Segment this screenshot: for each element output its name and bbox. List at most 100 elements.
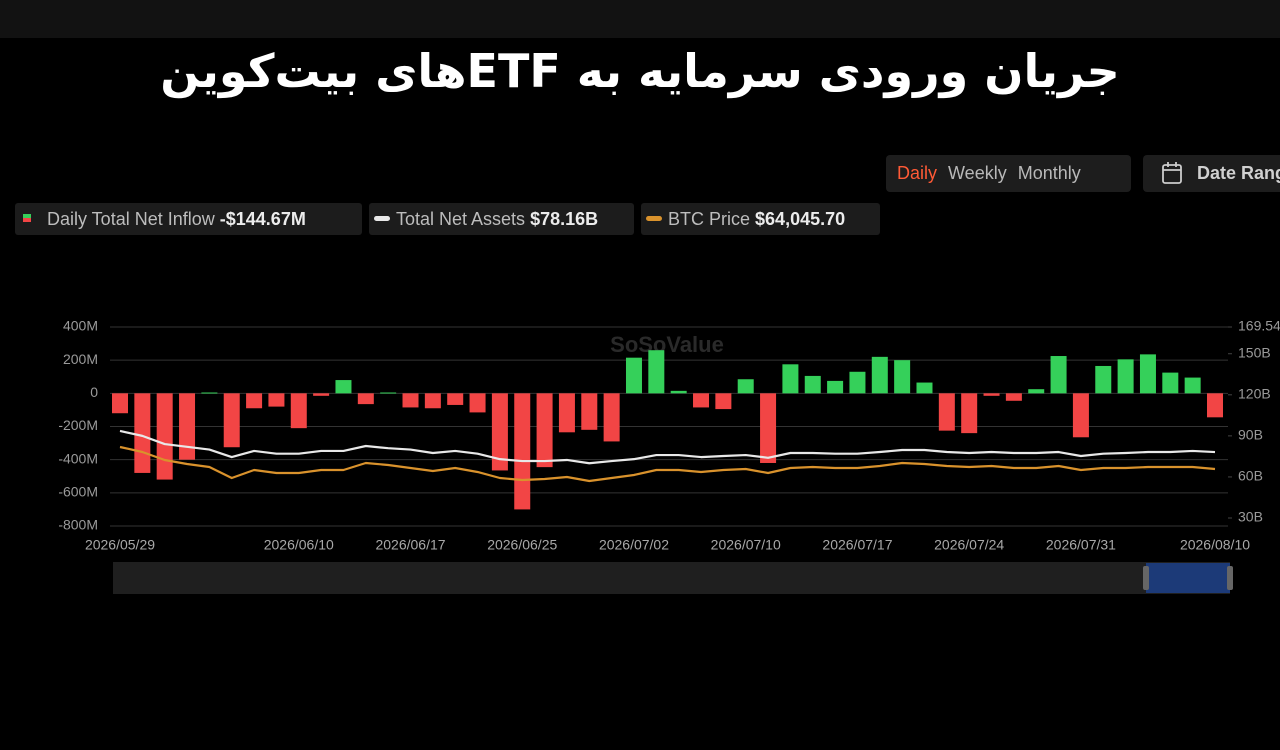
- x-tick-label: 2026/06/10: [264, 537, 334, 553]
- period-button[interactable]: Daily: [897, 163, 938, 183]
- bar: [491, 393, 508, 471]
- navigator-handle[interactable]: [1227, 566, 1233, 590]
- bar: [715, 393, 732, 410]
- bar: [447, 393, 464, 405]
- calendar-icon: [1162, 162, 1182, 184]
- bar: [1184, 377, 1201, 394]
- legend-value: $64,045.70: [755, 209, 846, 229]
- legend-name: Total Net Assets: [396, 209, 526, 229]
- x-tick-label: 2026/07/31: [1046, 537, 1116, 553]
- legend-item[interactable]: Total Net Assets $78.16B: [369, 203, 634, 235]
- bar: [625, 357, 642, 394]
- y-tick-label: 0: [90, 384, 98, 400]
- period-switch: Daily Weekly Monthly: [886, 155, 1131, 192]
- y2-tick-label: 120B: [1238, 386, 1271, 402]
- x-tick-label: 2026/07/24: [934, 537, 1004, 553]
- bar: [1139, 354, 1156, 394]
- legend-name: BTC Price: [668, 209, 751, 229]
- bar: [290, 393, 307, 429]
- page-title: جریان ورودی سرمایه به ETFهای بیت‌کوین: [160, 44, 1120, 98]
- navigator[interactable]: [113, 562, 1230, 594]
- navigator-handle[interactable]: [1143, 566, 1149, 590]
- period-button[interactable]: Weekly: [948, 163, 1007, 183]
- x-tick-label: 2026/08/10: [1180, 537, 1250, 553]
- date-range-label: Date Range: [1197, 163, 1280, 183]
- bar: [514, 393, 531, 510]
- bar: [1028, 389, 1045, 394]
- date-range-button[interactable]: Date Range: [1143, 155, 1280, 192]
- bar: [581, 393, 598, 430]
- bar: [1005, 393, 1022, 401]
- bar: [648, 350, 665, 394]
- bar: [112, 393, 128, 414]
- y-tick-label: -800M: [58, 517, 98, 533]
- bar: [737, 379, 754, 394]
- y2-tick-label: 30B: [1238, 509, 1263, 525]
- navigator-selection[interactable]: [1146, 563, 1230, 593]
- y2-tick-label: 169.54: [1238, 318, 1280, 334]
- y-tick-label: -400M: [58, 450, 98, 466]
- bar: [268, 393, 285, 407]
- y2-tick-label: 90B: [1238, 427, 1263, 443]
- legend-swatch: [646, 216, 662, 221]
- period-button[interactable]: Monthly: [1017, 163, 1081, 183]
- bar: [134, 393, 151, 473]
- bar: [827, 380, 844, 394]
- legend-value: $78.16B: [530, 209, 599, 229]
- bar: [603, 393, 620, 442]
- y-tick-label: -600M: [58, 484, 98, 500]
- x-tick-label: 2026/06/25: [487, 537, 557, 553]
- bar: [916, 382, 933, 394]
- x-tick-label: 2026/07/10: [711, 537, 781, 553]
- bar: [536, 393, 553, 468]
- legend-item[interactable]: Daily Total Net Inflow -$144.67M: [15, 203, 362, 235]
- legend-swatch: [23, 214, 31, 222]
- legend-name: Daily Total Net Inflow: [47, 209, 215, 229]
- y2-tick-label: 60B: [1238, 468, 1263, 484]
- bar: [1207, 393, 1223, 418]
- x-tick-label: 2026/07/17: [822, 537, 892, 553]
- legend-item[interactable]: BTC Price $64,045.70: [641, 203, 880, 235]
- bar: [871, 356, 888, 394]
- bar: [894, 360, 911, 394]
- y2-tick-label: 150B: [1238, 344, 1271, 360]
- bar: [402, 393, 419, 408]
- legend-value: -$144.67M: [219, 209, 306, 229]
- bar: [469, 393, 486, 413]
- bar: [313, 393, 330, 396]
- legend-swatch: [374, 216, 390, 221]
- bar: [558, 393, 575, 433]
- x-tick-label: 2026/05/29: [85, 537, 155, 553]
- y-tick-label: 400M: [63, 318, 98, 334]
- x-tick-label: 2026/07/02: [599, 537, 669, 553]
- bar: [1050, 356, 1067, 394]
- bar: [156, 393, 173, 480]
- bar: [804, 375, 821, 394]
- bar: [424, 393, 441, 409]
- bar: [335, 380, 352, 394]
- bar: [938, 393, 955, 431]
- bar: [849, 371, 866, 394]
- x-tick-label: 2026/06/17: [375, 537, 445, 553]
- bar: [693, 393, 710, 408]
- bar: [201, 392, 218, 394]
- bar: [223, 393, 240, 448]
- bar: [760, 393, 777, 463]
- bar: [246, 393, 263, 409]
- line: [119, 429, 1216, 465]
- bar: [983, 393, 1000, 396]
- y-tick-label: -200M: [58, 417, 98, 433]
- bar: [1095, 365, 1112, 394]
- bar: [179, 393, 196, 460]
- bar: [380, 392, 397, 394]
- bar: [1162, 372, 1179, 394]
- line: [119, 445, 1216, 483]
- bar: [782, 364, 799, 394]
- bar: [1072, 393, 1089, 438]
- bar: [1117, 359, 1134, 394]
- top-bar: [0, 0, 1280, 38]
- bar: [961, 393, 978, 434]
- bar: [670, 390, 687, 394]
- watermark: SoSoValue: [610, 332, 724, 357]
